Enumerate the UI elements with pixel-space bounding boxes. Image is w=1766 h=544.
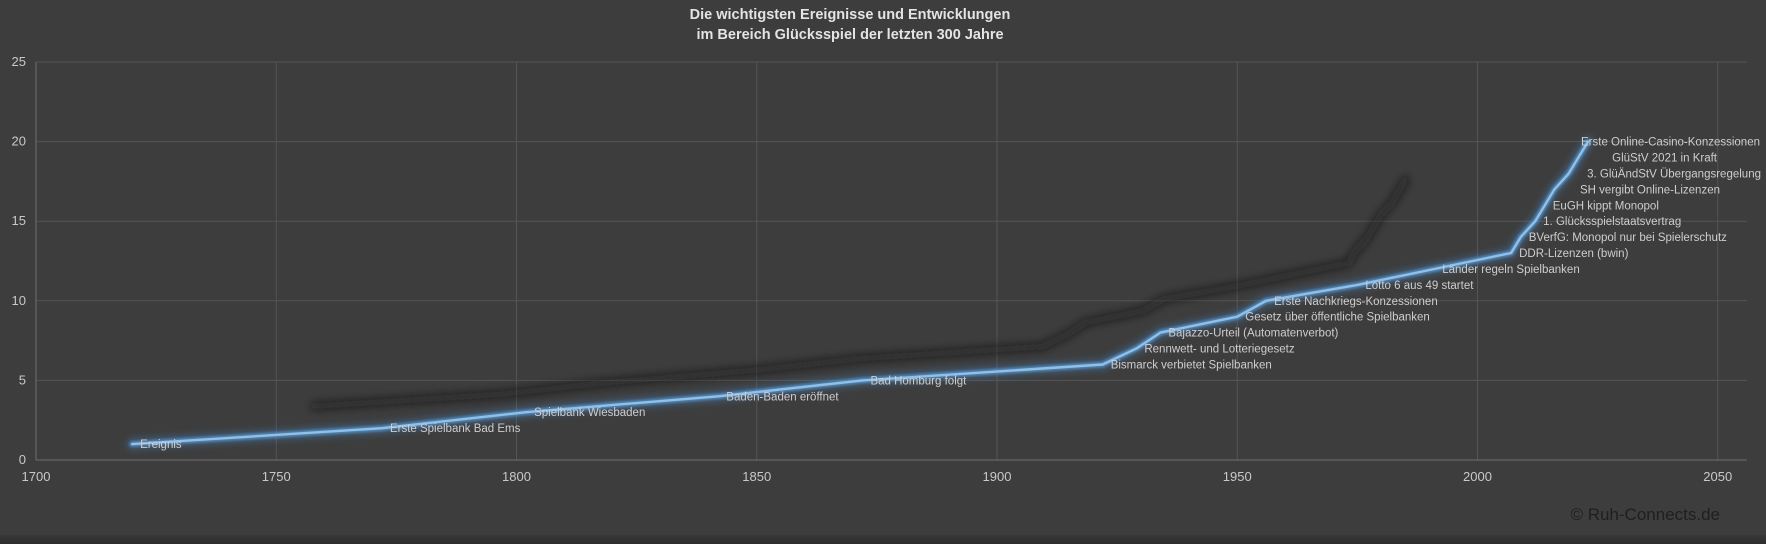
- x-tick-label: 1700: [22, 469, 51, 484]
- x-tick-label: 2000: [1463, 469, 1492, 484]
- event-label: Erste Nachkriegs-Konzessionen: [1274, 296, 1438, 308]
- event-label: 1. Glücksspielstaatsvertrag: [1543, 216, 1681, 228]
- event-label: Bad Homburg folgt: [870, 375, 967, 387]
- event-label: Länder regeln Spielbanken: [1442, 264, 1579, 276]
- y-tick-label: 10: [12, 293, 26, 308]
- event-label: Spielbank Wiesbaden: [534, 407, 645, 419]
- bottom-edge-band: [0, 535, 1766, 544]
- event-label: EuGH kippt Monopol: [1553, 200, 1659, 212]
- y-tick-label: 25: [12, 54, 26, 69]
- chart-title-line1: Die wichtigsten Ereignisse und Entwicklu…: [689, 7, 1011, 23]
- x-tick-label: 1950: [1223, 469, 1252, 484]
- x-tick-label: 1900: [983, 469, 1012, 484]
- series-layer: [126, 135, 1594, 451]
- event-label: Erste Online-Casino-Konzessionen: [1581, 137, 1760, 149]
- event-label: BVerfG: Monopol nur bei Spielerschutz: [1529, 232, 1727, 244]
- axis-layer: [35, 62, 1747, 461]
- event-label: 3. GlüÄndStV Übergangsregelung: [1587, 168, 1761, 180]
- y-tick-label: 20: [12, 134, 26, 149]
- event-label: DDR-Lizenzen (bwin): [1519, 248, 1628, 260]
- chart-title-line2: im Bereich Glücksspiel der letzten 300 J…: [696, 27, 1004, 43]
- event-label: SH vergibt Online-Lizenzen: [1580, 184, 1720, 196]
- data-label-layer: Ereignis Erste Spielbank Bad Ems Spielbank…: [140, 137, 1761, 451]
- event-label: Ereignis: [140, 439, 182, 451]
- series-line-outer-glow: [126, 135, 1594, 451]
- event-label: Erste Spielbank Bad Ems: [390, 423, 521, 435]
- y-tick-label: 0: [19, 452, 26, 467]
- y-tick-label: 5: [19, 372, 26, 387]
- event-label: GlüStV 2021 in Kraft: [1612, 153, 1718, 165]
- y-tick-label: 15: [12, 213, 26, 228]
- tick-label-layer: 1700 1750 1800 1850 1900 1950 2000 2050 0 5 10 15 20…: [12, 54, 1733, 484]
- event-label: Gesetz über öffentliche Spielbanken: [1245, 312, 1430, 324]
- series-perspective-shadow: [310, 175, 1410, 410]
- event-label: Lotto 6 aus 49 startet: [1365, 280, 1474, 292]
- x-tick-label: 2050: [1703, 469, 1732, 484]
- watermark: © Ruh-Connects.de: [1570, 505, 1720, 524]
- x-tick-label: 1850: [742, 469, 771, 484]
- event-label: Bismarck verbietet Spielbanken: [1111, 359, 1272, 371]
- x-tick-label: 1800: [502, 469, 531, 484]
- event-label: Rennwett- und Lotteriegesetz: [1144, 344, 1294, 356]
- chart-title: Die wichtigsten Ereignisse und Entwicklu…: [0, 5, 1700, 45]
- event-label: Baden-Baden eröffnet: [726, 391, 839, 403]
- series-line-mid-glow: [129, 138, 1591, 448]
- series-line: [130, 140, 1590, 446]
- event-label: Bajazzo-Urteil (Automatenverbot): [1168, 328, 1338, 340]
- x-tick-label: 1750: [262, 469, 291, 484]
